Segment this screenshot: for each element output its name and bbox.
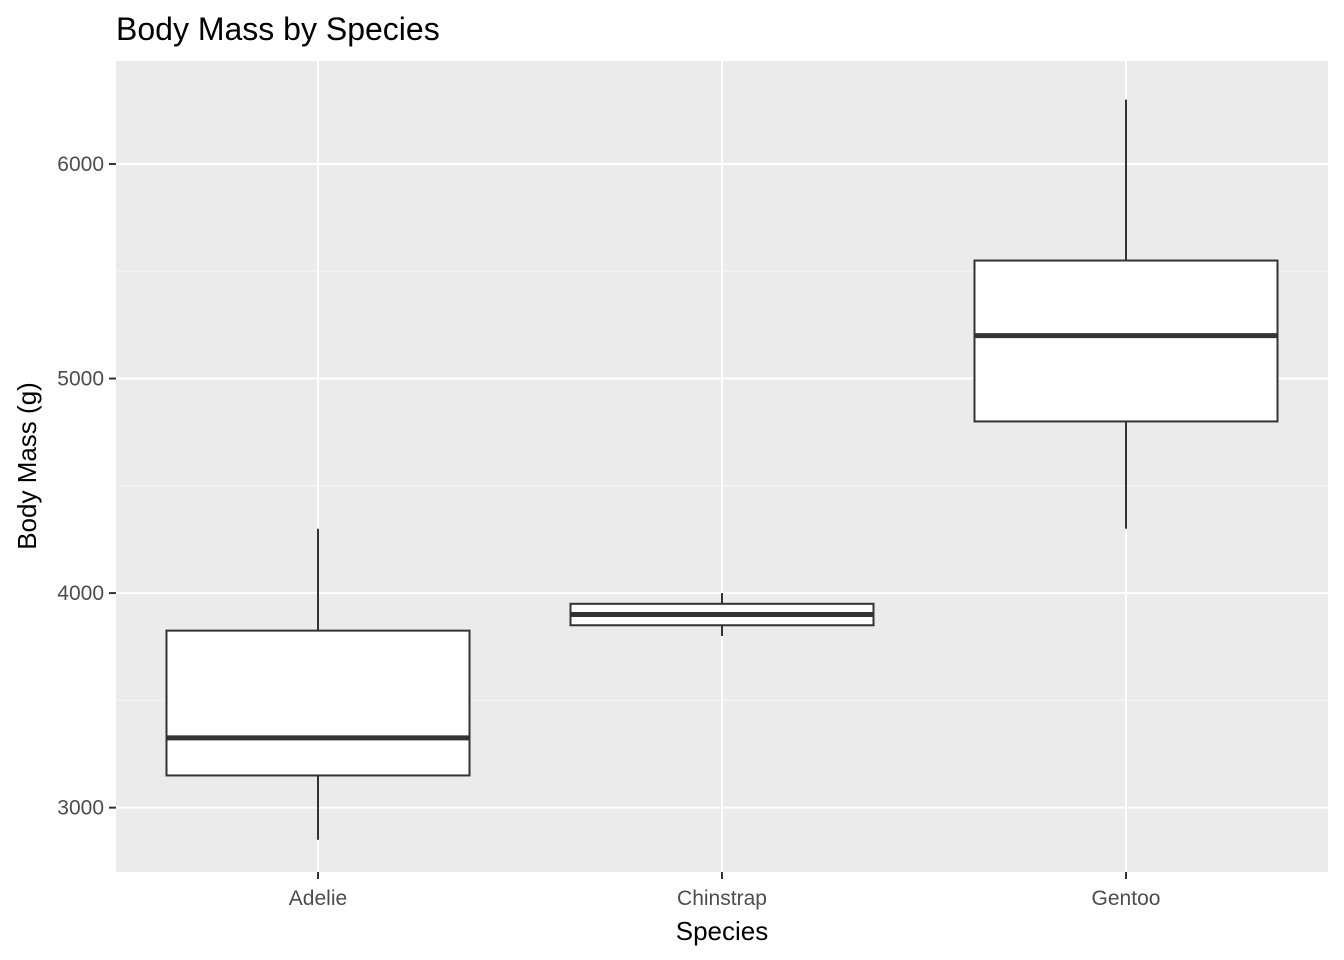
x-axis-title: Species xyxy=(676,916,769,946)
y-tick-label: 3000 xyxy=(57,797,104,820)
y-tick-label: 4000 xyxy=(57,582,104,605)
x-axis: Adelie Chinstrap Gentoo xyxy=(289,872,1161,910)
y-tick-label: 5000 xyxy=(57,368,104,391)
y-axis: 3000 4000 5000 6000 xyxy=(57,153,116,820)
y-tick-label: 6000 xyxy=(57,153,104,176)
box-iqr-adelie xyxy=(165,629,471,777)
box-chinstrap xyxy=(569,593,875,636)
x-tick-label: Chinstrap xyxy=(677,887,767,910)
y-axis-title: Body Mass (g) xyxy=(12,382,42,550)
x-tick-label: Adelie xyxy=(289,887,347,910)
box-adelie xyxy=(165,528,471,840)
chart-title: Body Mass by Species xyxy=(116,11,440,47)
x-tick-label: Gentoo xyxy=(1092,887,1161,910)
box-gentoo xyxy=(973,99,1279,529)
box-iqr-gentoo xyxy=(973,259,1279,423)
box-layer xyxy=(165,99,1279,840)
